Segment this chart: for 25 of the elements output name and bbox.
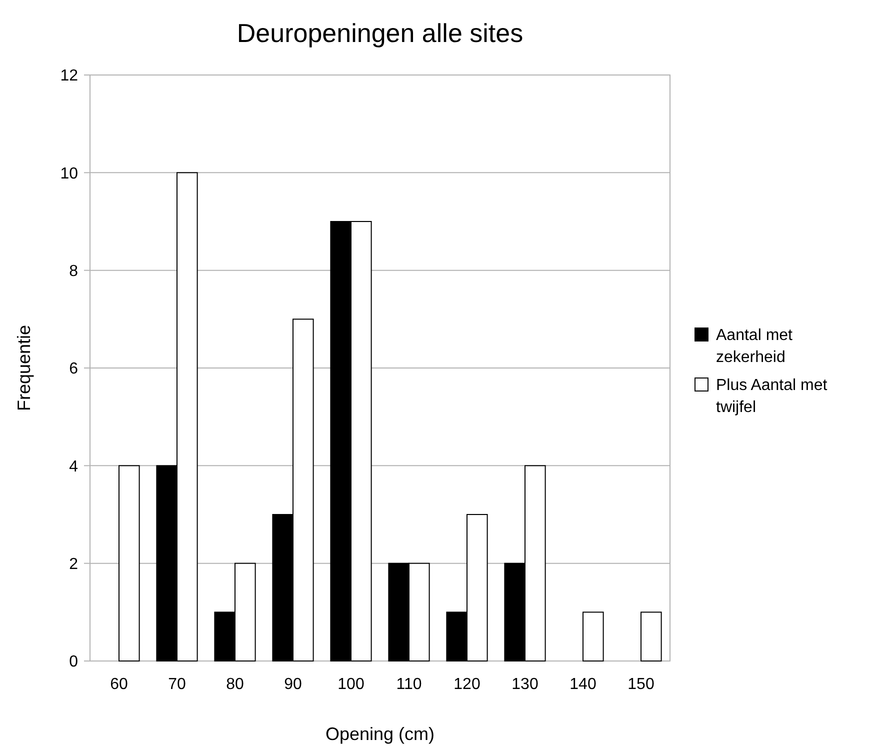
x-tick-label: 110 — [396, 676, 422, 693]
y-tick-label: 4 — [69, 458, 78, 476]
x-tick-label: 150 — [628, 676, 654, 693]
x-tick-label: 120 — [454, 676, 480, 693]
x-tick-label: 90 — [284, 676, 302, 693]
y-tick-label: 2 — [69, 556, 78, 573]
legend-label: Plus Aantal met twijfel — [716, 377, 828, 416]
x-tick-label: 100 — [338, 676, 364, 693]
chart-title: Deuropeningen alle sites — [236, 18, 524, 48]
x-tick-label: 130 — [512, 676, 538, 693]
y-tick-label: 12 — [60, 68, 78, 85]
x-tick-label: 60 — [110, 676, 128, 693]
y-tick-label: 0 — [69, 654, 78, 671]
x-tick-label: 70 — [168, 676, 186, 693]
x-axis-title: Opening (cm) — [325, 724, 435, 744]
bar — [582, 612, 604, 662]
y-axis-title: Frequentie — [14, 324, 34, 412]
y-tick-label: 10 — [60, 165, 78, 182]
x-tick-label: 80 — [226, 676, 244, 693]
y-tick-label: 6 — [69, 360, 78, 378]
y-tick-label: 8 — [69, 262, 78, 280]
legend-label: Aantal met zekerheid — [716, 327, 794, 366]
bar — [640, 612, 662, 662]
x-tick-label: 140 — [570, 676, 596, 693]
bar — [118, 465, 140, 662]
